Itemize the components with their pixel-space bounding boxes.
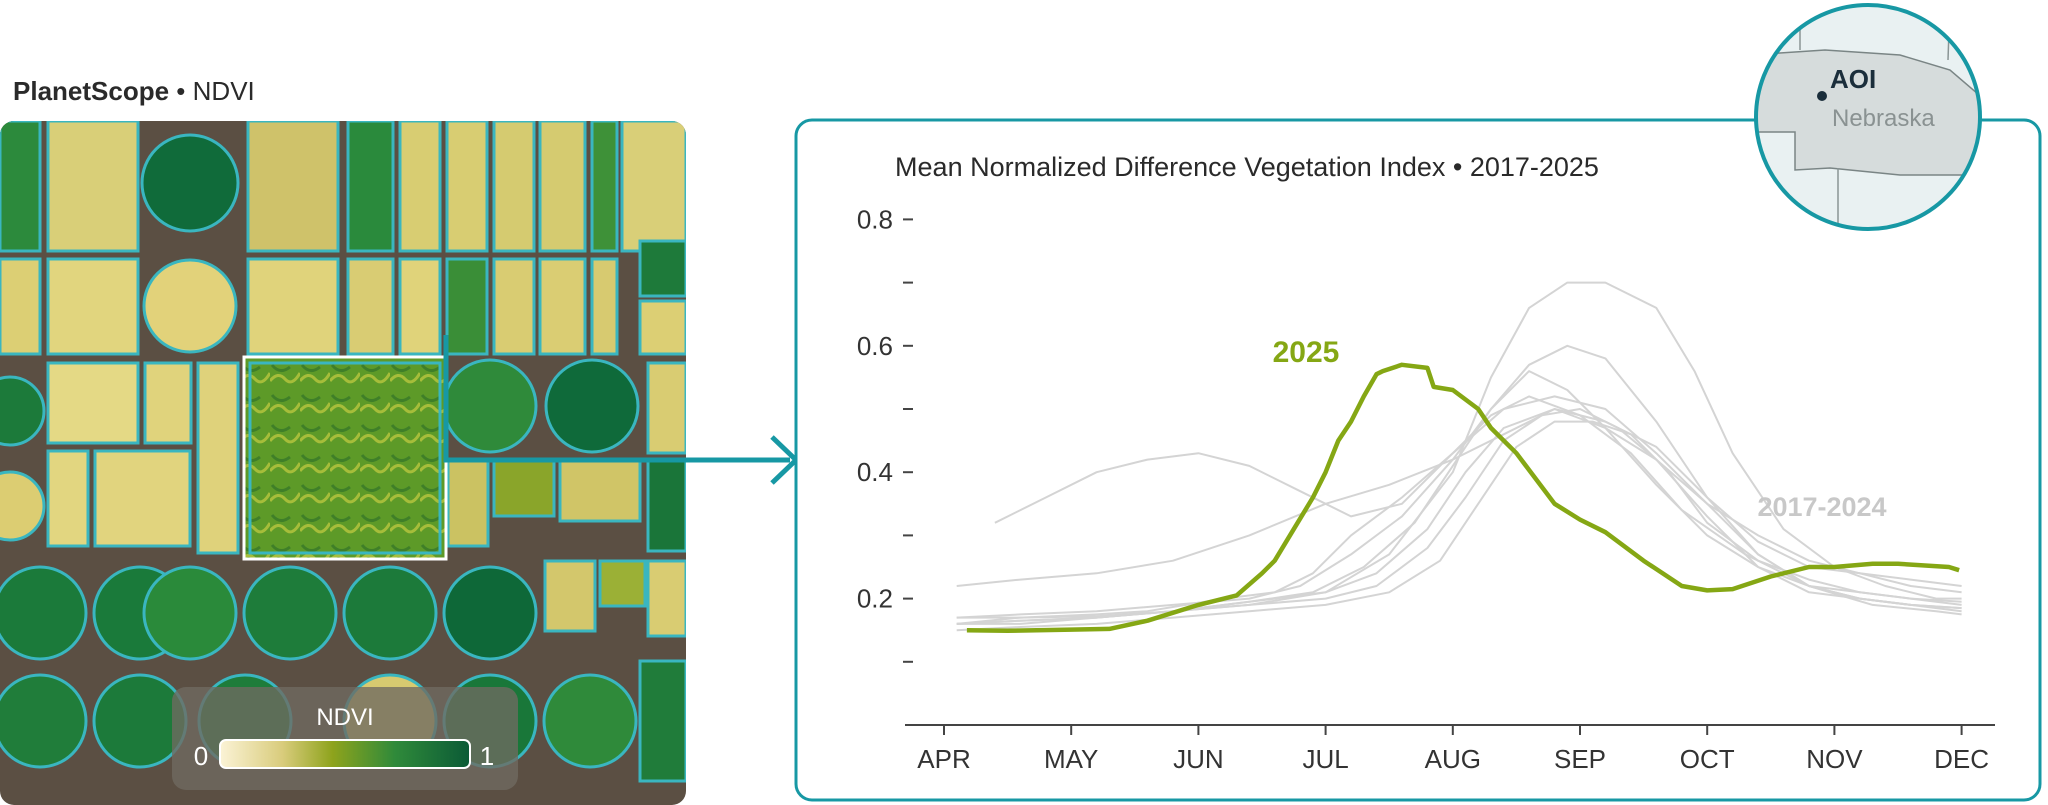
annotation-2025: 2025	[1273, 336, 1340, 369]
y-tick-label: 0.8	[857, 204, 893, 234]
x-tick-label: AUG	[1425, 744, 1481, 774]
chart-frame	[794, 118, 2042, 802]
x-tick-label: NOV	[1806, 744, 1863, 774]
legend-min-label: 0	[194, 741, 208, 771]
heading-brand: PlanetScope	[13, 76, 170, 106]
x-tick-label: JUL	[1302, 744, 1348, 774]
aoi-highlight-field	[242, 355, 448, 561]
x-tick-label: MAY	[1044, 744, 1098, 774]
series-line-history	[956, 370, 1962, 625]
series-line-2025	[966, 362, 1960, 634]
series-line-history	[956, 420, 1962, 632]
chart-axes: APR MAY JUN JUL AUG SEP OCT NOV DEC 0.2 0.4 0.6 0.8	[857, 204, 1995, 774]
page-heading: PlanetScope • NDVI	[13, 76, 255, 107]
nebraska-shape	[1756, 49, 1980, 176]
y-tick-label: 0.2	[857, 584, 893, 614]
x-tick-label: JUN	[1173, 744, 1224, 774]
chart-annotations: 2025 2017-2024	[1273, 336, 1887, 522]
aoi-marker	[1817, 91, 1827, 101]
series-line-history	[956, 395, 1962, 625]
series-line-history	[994, 395, 1962, 613]
ndvi-legend: NDVI 0 1	[172, 687, 518, 790]
heading-separator: •	[176, 76, 186, 106]
chart-title: Mean Normalized Difference Vegetation In…	[895, 152, 1599, 182]
x-tick-label: SEP	[1554, 744, 1606, 774]
inset-state-label: Nebraska	[1832, 105, 1935, 132]
heading-layer: NDVI	[192, 76, 255, 106]
ndvi-satellite-map: NDVI 0 1	[0, 121, 686, 805]
series-line-history	[956, 408, 1962, 594]
inset-locator-map: AOI Nebraska	[1754, 3, 1982, 231]
legend-title: NDVI	[316, 704, 373, 731]
x-tick-label: OCT	[1680, 744, 1735, 774]
series-line-history	[956, 408, 1962, 625]
legend-color-ramp	[219, 739, 471, 769]
series-line-history	[956, 281, 1962, 625]
annotation-2017-2024: 2017-2024	[1757, 492, 1886, 522]
y-tick-label: 0.4	[857, 457, 893, 487]
chart-series	[956, 281, 1962, 634]
x-tick-label: APR	[917, 744, 970, 774]
y-tick-label: 0.6	[857, 331, 893, 361]
inset-aoi-label: AOI	[1830, 64, 1876, 94]
legend-max-label: 1	[480, 741, 494, 771]
series-line-history	[956, 408, 1962, 619]
x-tick-label: DEC	[1934, 744, 1989, 774]
series-line-history	[956, 344, 1962, 619]
